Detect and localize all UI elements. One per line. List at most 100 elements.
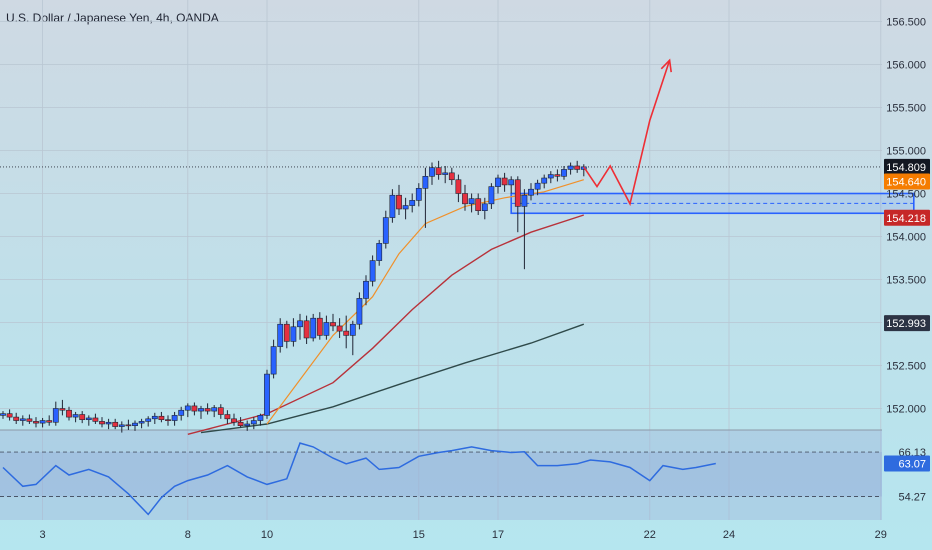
- candle-body-up: [310, 317, 317, 339]
- candle: [237, 417, 244, 428]
- candle-body-down: [330, 322, 336, 327]
- candle: [105, 418, 112, 430]
- candle: [6, 409, 13, 421]
- candle-body-up: [297, 320, 303, 328]
- candle: [316, 312, 323, 340]
- candle: [52, 401, 59, 426]
- candle-body-up: [198, 408, 204, 412]
- x-tick-label: 3: [40, 529, 46, 541]
- candle-body-down: [231, 418, 237, 423]
- candle: [567, 162, 574, 175]
- price-tag: 152.993: [884, 315, 930, 332]
- candle: [534, 179, 541, 196]
- candle: [468, 193, 475, 213]
- candle: [26, 414, 33, 424]
- candle-body-down: [343, 330, 350, 336]
- candle: [0, 411, 6, 419]
- candle: [211, 405, 218, 418]
- candle-body-up: [422, 176, 429, 189]
- x-tick-label: 22: [644, 529, 656, 541]
- candle: [356, 292, 363, 330]
- candle-body-up: [171, 415, 178, 421]
- candle-body-down: [46, 420, 53, 423]
- candle: [66, 406, 72, 421]
- candle-body-up: [541, 177, 548, 184]
- candle: [145, 416, 152, 427]
- candle: [198, 405, 204, 419]
- candle-body-down: [6, 413, 13, 418]
- candle-body-down: [462, 193, 468, 205]
- candle: [303, 315, 310, 344]
- candle-body-up: [468, 198, 475, 205]
- candle-body-up: [105, 421, 112, 425]
- candle-body-down: [224, 414, 231, 420]
- candle-body-up: [349, 323, 356, 336]
- y-tick-label: 156.000: [886, 60, 926, 72]
- candle: [184, 403, 191, 418]
- candle-body-up: [481, 203, 488, 212]
- candle-body-up: [323, 322, 330, 336]
- candle: [125, 419, 132, 430]
- candle-body-down: [501, 177, 508, 186]
- candle-body-up: [561, 169, 567, 177]
- candle-body-down: [514, 179, 521, 207]
- candle: [158, 411, 165, 423]
- price-tag-label: 154.218: [886, 213, 926, 225]
- candle: [402, 197, 409, 220]
- rsi-line: [2, 442, 716, 516]
- candle-body-up: [382, 217, 389, 244]
- candle: [277, 318, 284, 353]
- candle: [508, 176, 515, 194]
- candle: [396, 184, 402, 215]
- price-tag-label: 154.640: [886, 176, 926, 188]
- candle-body-up: [402, 205, 409, 210]
- candles: [0, 160, 587, 433]
- y-tick-label: 153.500: [886, 275, 926, 287]
- candle: [310, 313, 317, 342]
- candle-body-up: [488, 186, 495, 205]
- candle-body-up: [277, 323, 284, 347]
- candle-body-down: [316, 317, 323, 336]
- candle-body-down: [99, 421, 105, 425]
- candle-body-up: [118, 424, 125, 427]
- candle: [85, 415, 92, 426]
- candle-body-down: [237, 421, 244, 427]
- candle-body-down: [574, 165, 581, 170]
- candle-body-up: [0, 413, 6, 416]
- candle-body-up: [19, 418, 26, 421]
- candle-body-down: [217, 407, 224, 415]
- candle-body-up: [356, 298, 363, 325]
- candle: [138, 418, 145, 429]
- x-tick-label: 10: [261, 529, 273, 541]
- price-tag: 154.640: [884, 173, 930, 190]
- candle-body-up: [52, 408, 59, 423]
- candle-body-down: [303, 320, 310, 339]
- candle: [46, 415, 53, 426]
- candle-body-up: [369, 260, 376, 282]
- candle: [336, 318, 343, 338]
- candle-body-up: [508, 179, 515, 186]
- candle-body-down: [125, 424, 132, 427]
- candle: [415, 183, 422, 207]
- y-tick-label: 152.000: [886, 404, 926, 416]
- candle: [290, 318, 297, 347]
- candle-body-up: [290, 326, 297, 342]
- candle-body-up: [567, 165, 574, 170]
- candle-body-up: [244, 423, 251, 427]
- candle: [323, 315, 330, 340]
- support-zone-box: [510, 192, 915, 215]
- candle-body-up: [528, 188, 534, 196]
- projection-path: [583, 59, 671, 207]
- x-tick-label: 24: [723, 529, 735, 541]
- candle-body-down: [448, 172, 455, 181]
- candle: [297, 313, 303, 340]
- candle: [488, 183, 495, 209]
- price-tag-box: [884, 173, 930, 190]
- price-tag-label: 152.993: [886, 318, 926, 330]
- rsi-current-label: 63.07: [898, 458, 926, 470]
- candle-body-down: [204, 408, 211, 412]
- candle-body-down: [283, 323, 290, 342]
- candle-body-up: [72, 414, 79, 418]
- price-tag: 154.218: [884, 209, 930, 226]
